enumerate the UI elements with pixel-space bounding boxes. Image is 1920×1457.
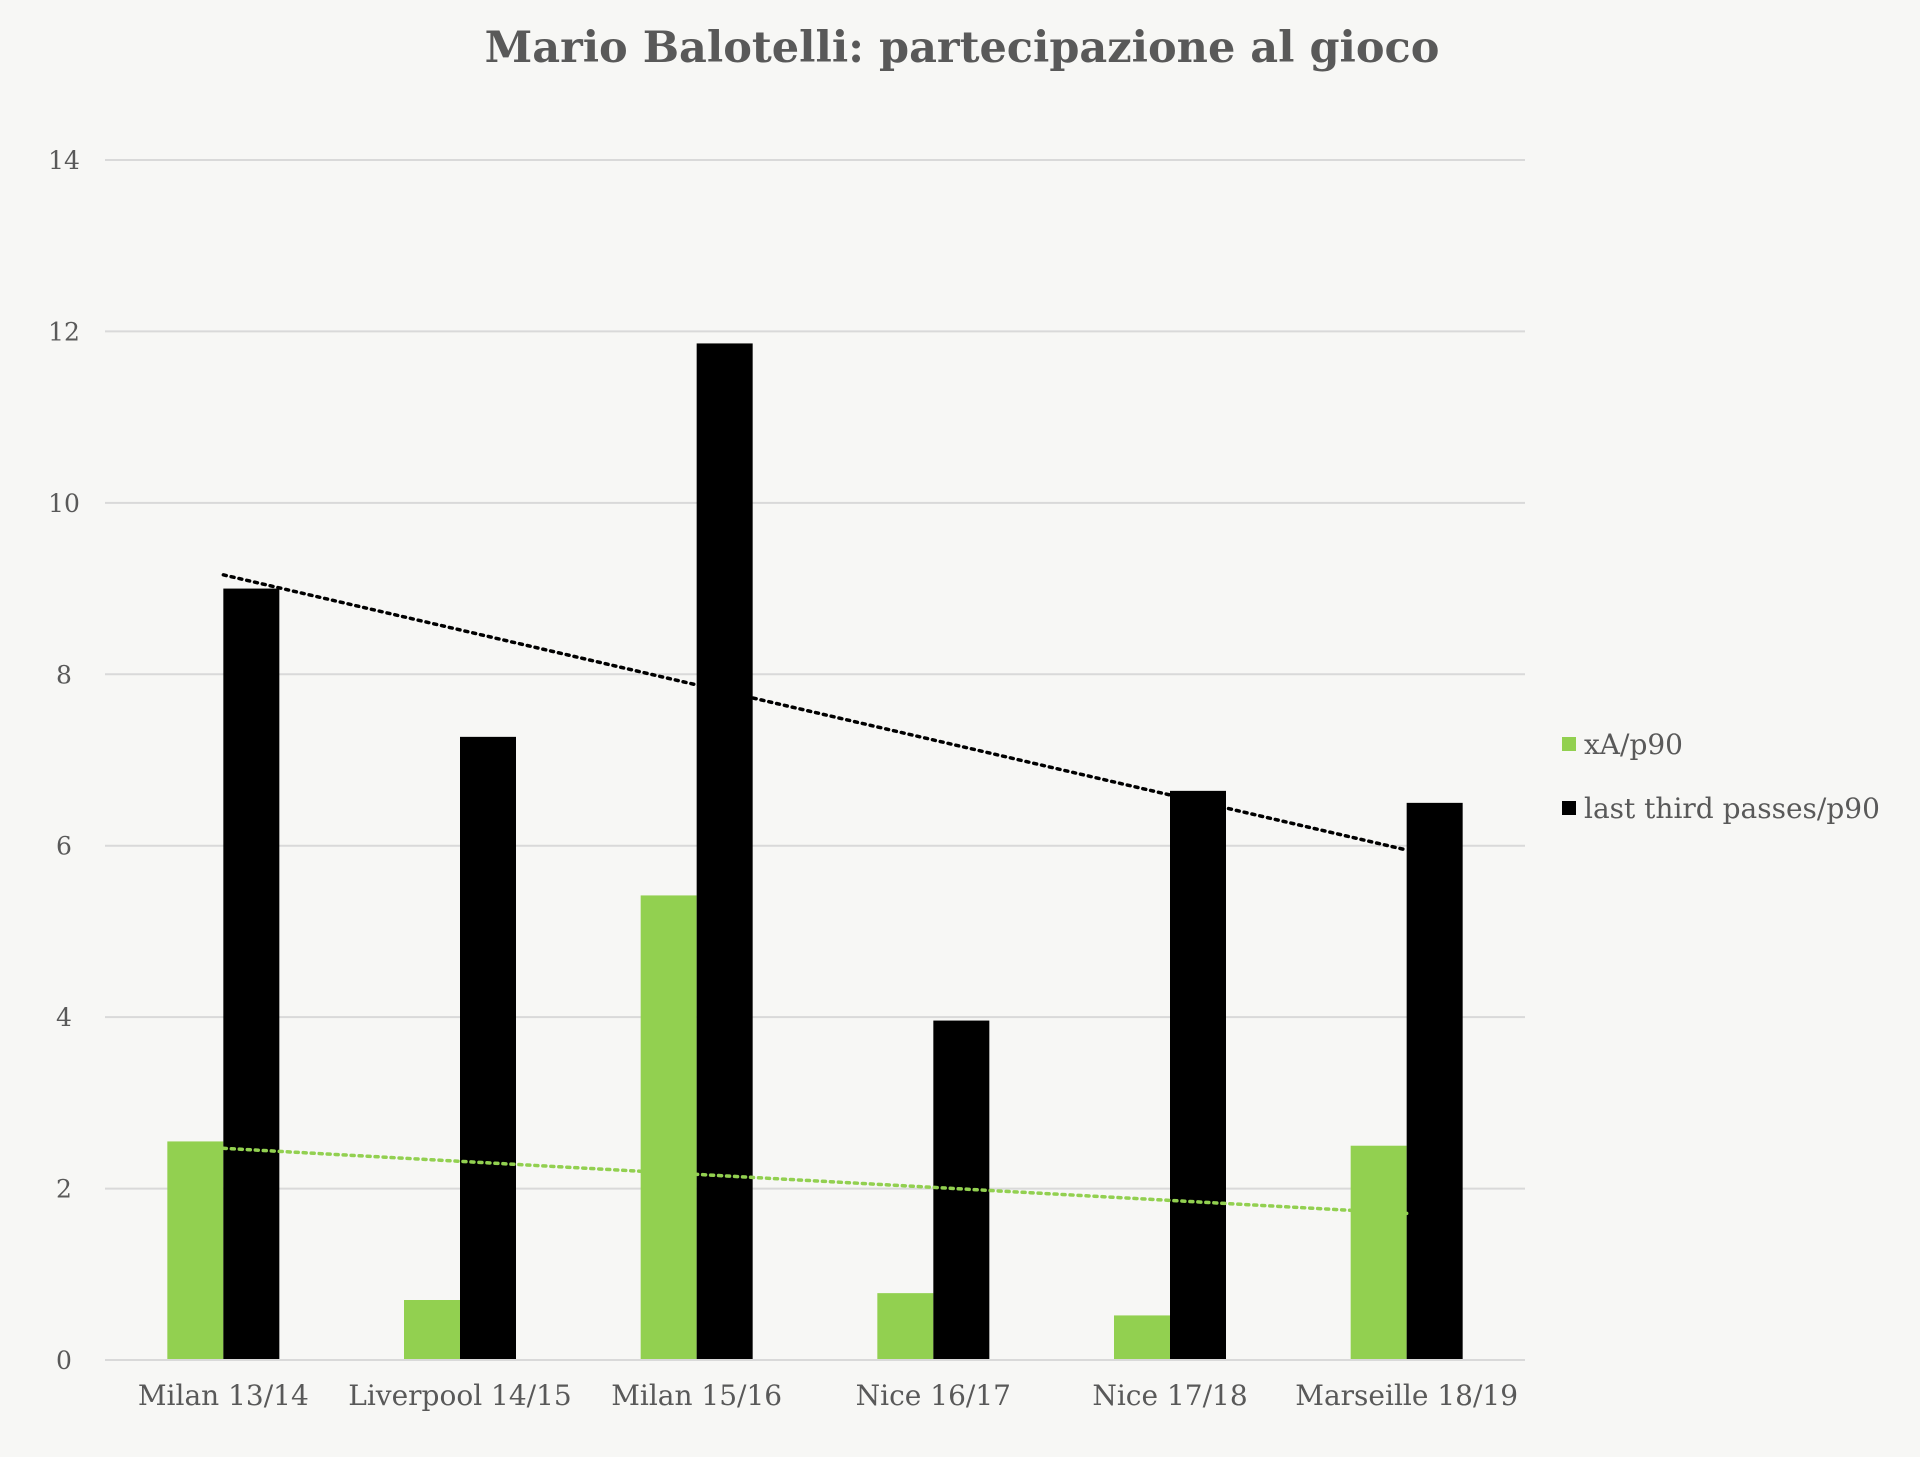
bars: [167, 343, 1463, 1360]
y-tick-label-6: 6: [56, 832, 72, 861]
y-tick-label-12: 12: [48, 317, 80, 346]
y-tick-label-8: 8: [56, 660, 72, 689]
x-category-label-0: Milan 13/14: [138, 1379, 309, 1412]
legend: xA/p90 last third passes/p90: [1562, 728, 1880, 825]
bar-xa-0: [167, 1141, 224, 1360]
y-tick-label-2: 2: [56, 1175, 72, 1204]
bar-last-third-passes-4: [1170, 790, 1226, 1360]
x-category-label-3: Nice 16/17: [856, 1379, 1011, 1412]
chart-title: Mario Balotelli: partecipazione al gioco: [485, 23, 1440, 73]
bar-xa-2: [640, 895, 697, 1360]
bar-xa-5: [1350, 1145, 1407, 1360]
bar-xa-4: [1114, 1315, 1170, 1360]
bar-last-third-passes-0: [223, 588, 280, 1360]
x-category-label-5: Marseille 18/19: [1295, 1379, 1518, 1412]
trendline-xa: [221, 1146, 1409, 1216]
y-axis-tick-labels: 0 2 4 6 8 10 12 14: [48, 146, 80, 1375]
x-category-label-2: Milan 15/16: [611, 1379, 782, 1412]
bar-last-third-passes-2: [696, 343, 753, 1360]
legend-label-xa: xA/p90: [1584, 728, 1683, 761]
legend-swatch-xa: [1562, 737, 1576, 751]
y-tick-label-14: 14: [48, 146, 80, 175]
x-axis-category-labels: Milan 13/14 Liverpool 14/15 Milan 15/16 Nic…: [138, 1379, 1518, 1412]
trendline-last-third-passes: [221, 573, 1409, 852]
trendlines: [221, 573, 1409, 1216]
x-category-label-1: Liverpool 14/15: [348, 1379, 572, 1412]
legend-label-last-third-passes: last third passes/p90: [1584, 792, 1880, 825]
bar-xa-1: [404, 1300, 460, 1360]
y-tick-label-0: 0: [56, 1346, 72, 1375]
gridlines: [105, 159, 1525, 1190]
legend-swatch-last-third-passes: [1562, 801, 1576, 815]
bar-xa-3: [877, 1293, 934, 1360]
bar-last-third-passes-5: [1406, 802, 1463, 1360]
y-tick-label-4: 4: [56, 1003, 72, 1032]
x-category-label-4: Nice 17/18: [1092, 1379, 1247, 1412]
bar-last-third-passes-1: [460, 736, 516, 1360]
y-tick-label-10: 10: [48, 489, 80, 518]
